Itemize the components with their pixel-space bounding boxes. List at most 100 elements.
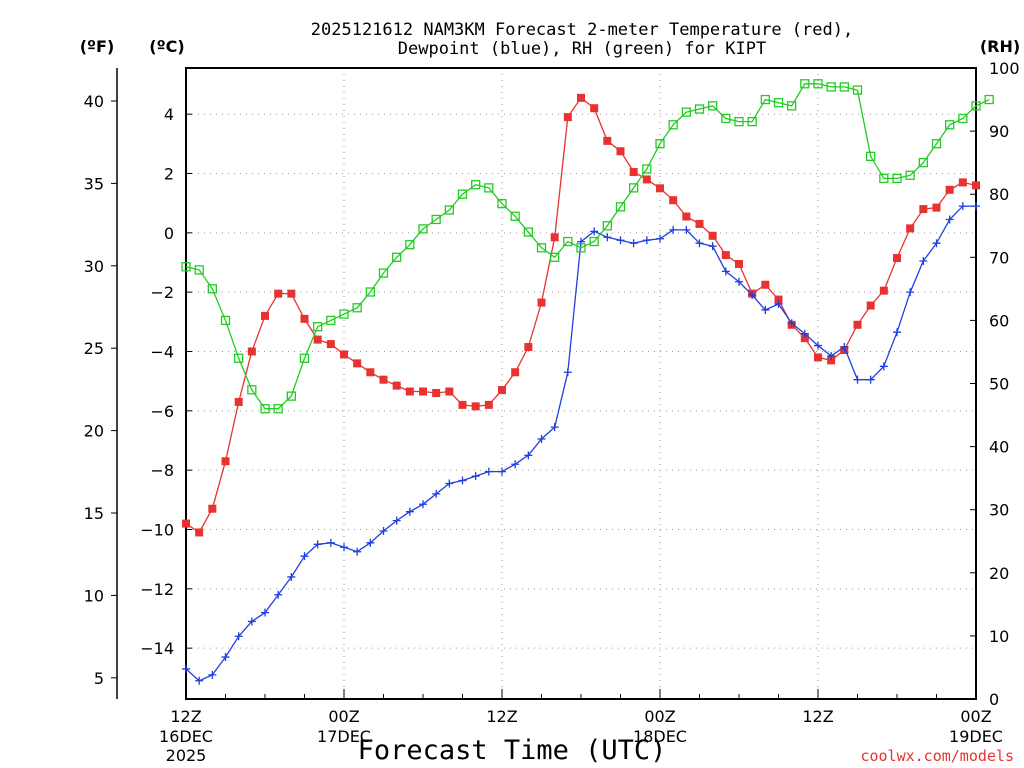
dewpoint-point (287, 572, 296, 581)
dewpoint-point (958, 202, 967, 211)
rh-point (681, 107, 691, 117)
rh-tick-label: 90 (989, 122, 1009, 141)
dewpoint-point (195, 676, 204, 685)
dewpoint-point (656, 234, 664, 243)
temperature-point (827, 356, 836, 365)
rh-point (194, 265, 204, 275)
rh-point (234, 353, 244, 363)
dewpoint-point (735, 277, 743, 286)
fahrenheit-tick-label: 20 (84, 422, 104, 441)
temperature-point (537, 298, 546, 307)
dewpoint-point (445, 479, 454, 488)
celsius-tick-label: −4 (150, 342, 174, 361)
dewpoint-point (866, 375, 875, 384)
dewpoint-line (185, 205, 976, 682)
rh-point (181, 262, 191, 272)
temperature-point (761, 280, 770, 289)
year-tick-label: 2025 (166, 746, 207, 765)
rh-point (247, 385, 257, 395)
temperature-point (853, 320, 862, 329)
dewpoint-point (708, 242, 717, 251)
rh-point (313, 322, 323, 332)
temperature-point (419, 387, 427, 396)
dewpoint-point (695, 239, 704, 248)
dewpoint-point (669, 225, 678, 234)
temperature-point (972, 181, 980, 190)
temperature-point (603, 136, 612, 145)
rh-point (471, 180, 481, 190)
temperature-point (958, 178, 967, 187)
dewpoint-point (261, 608, 269, 617)
time-tick-label: 12Z (486, 707, 517, 726)
temperature-point (550, 233, 559, 242)
fahrenheit-axis: 5 10 15 20 25 30 35 40 (84, 92, 117, 688)
rh-point (813, 79, 823, 89)
rh-point (984, 94, 994, 105)
dewpoint-point (827, 351, 836, 360)
rh-point (418, 224, 428, 234)
dewpoint-point (642, 236, 651, 245)
rh-point (958, 113, 968, 124)
dewpoint-point (853, 375, 862, 384)
dewpoint-point (313, 540, 322, 549)
rh-point (497, 199, 507, 209)
rh-point (839, 82, 849, 92)
dewpoint-point (392, 516, 401, 525)
date-tick-label: 19DEC (949, 727, 1003, 746)
temperature-point (195, 528, 204, 537)
chart-title-line2: Dewpoint (blue), RH (green) for KIPT (398, 39, 766, 59)
dewpoint-point (800, 329, 809, 338)
x-axis-title: Forecast Time (UTC) (358, 735, 667, 766)
rh-point (365, 287, 375, 297)
rh-point (747, 116, 757, 127)
credit-text[interactable]: coolwx.com/models (860, 747, 1014, 765)
rh-point (352, 303, 362, 313)
rh-point (892, 173, 902, 184)
temperature-point (945, 185, 954, 194)
rh-point (945, 120, 955, 130)
dewpoint-point (326, 538, 335, 547)
rh-axis: 0 10 20 30 40 50 60 70 80 90 100 (970, 59, 1020, 709)
celsius-tick-label: −8 (150, 461, 174, 480)
dewpoint-point (932, 239, 941, 248)
dewpoint-point (182, 664, 190, 673)
temperature-point (432, 389, 441, 398)
temperature-point (919, 205, 928, 214)
rh-point (563, 236, 573, 247)
rh-tick-label: 70 (989, 248, 1009, 267)
temperature-point (366, 368, 375, 377)
chart-title-line1: 2025121612 NAM3KM Forecast 2-meter Tempe… (311, 20, 853, 40)
fahrenheit-tick-label: 15 (84, 504, 104, 523)
time-tick-label: 00Z (328, 707, 359, 726)
rh-point (787, 101, 797, 111)
rh-point (207, 284, 217, 294)
celsius-tick-label: −2 (150, 283, 174, 302)
rh-point (550, 252, 560, 262)
time-tick-label: 00Z (644, 707, 675, 726)
rh-tick-label: 30 (989, 501, 1009, 520)
dewpoint-point (498, 467, 506, 476)
series-layer (181, 79, 994, 685)
temperature-point (182, 519, 190, 528)
rh-point (905, 170, 915, 180)
rh-point (392, 252, 402, 262)
dewpoint-point (616, 236, 625, 245)
rh-point (523, 227, 533, 237)
rh-point (326, 315, 336, 326)
temperature-point (629, 168, 638, 177)
temperature-point (906, 224, 915, 233)
dewpoint-point (906, 288, 915, 297)
dewpoint-point (774, 300, 783, 309)
rh-point (708, 101, 718, 111)
temperature-point (379, 375, 388, 384)
dewpoint-point (629, 239, 638, 248)
temperature-point (234, 397, 243, 406)
temperature-point (326, 340, 335, 349)
temperature-point (313, 335, 322, 344)
dewpoint-point (590, 227, 599, 236)
temperature-point (247, 347, 256, 356)
temperature-point (893, 254, 901, 263)
rh-tick-label: 40 (989, 438, 1009, 457)
rh-point (589, 236, 599, 247)
temperature-point (866, 301, 875, 310)
